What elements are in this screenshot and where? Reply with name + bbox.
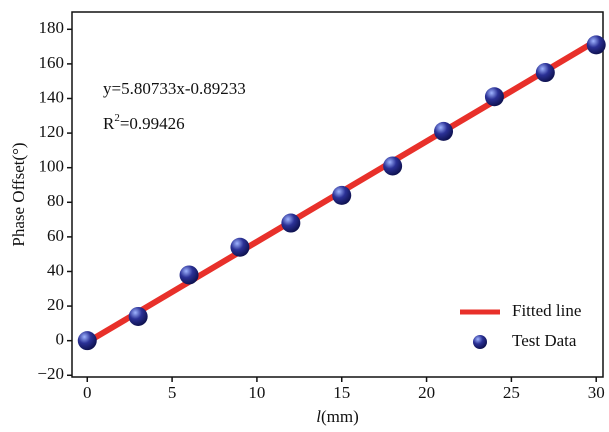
x-tick-label: 0 — [83, 383, 92, 402]
data-point — [484, 87, 504, 107]
y-tick-label: 60 — [47, 226, 64, 245]
x-label-part: (mm) — [321, 407, 359, 426]
x-tick-label: 5 — [168, 383, 177, 402]
y-axis-label: Phase Offset(°) — [9, 142, 28, 246]
plot-frame — [71, 11, 604, 378]
data-point — [332, 185, 352, 205]
legend-label: Test Data — [512, 331, 577, 350]
x-tick-label: 10 — [248, 383, 265, 402]
x-label-part: l — [316, 407, 321, 426]
r-squared: R2=0.99426 — [103, 112, 185, 133]
data-point — [586, 35, 606, 55]
y-tick-label: 40 — [47, 260, 64, 279]
data-point — [77, 331, 97, 351]
data-point — [230, 237, 250, 257]
y-tick-label: 80 — [47, 191, 64, 210]
r2-value: =0.99426 — [120, 114, 185, 133]
data-point — [281, 213, 301, 233]
data-point — [128, 306, 148, 326]
data-point — [179, 265, 199, 285]
data-point — [383, 156, 403, 176]
data-point — [434, 121, 454, 141]
y-tick-label: 160 — [39, 53, 65, 72]
x-axis-label: l(mm) — [316, 407, 359, 426]
equation: y=5.80733x-0.89233 — [103, 79, 246, 98]
r2-label: R — [103, 114, 115, 133]
legend-marker — [473, 335, 487, 349]
x-tick-label: 15 — [333, 383, 350, 402]
legend-label: Fitted line — [512, 301, 581, 320]
y-tick-label: 180 — [39, 18, 65, 37]
y-tick-label: 140 — [39, 87, 65, 106]
y-tick-label: −20 — [37, 364, 64, 383]
y-tick-label: 120 — [39, 122, 65, 141]
x-tick-label: 30 — [588, 383, 605, 402]
x-tick-label: 20 — [418, 383, 435, 402]
y-tick-label: 100 — [39, 157, 65, 176]
data-point — [535, 63, 555, 83]
x-tick-label: 25 — [503, 383, 520, 402]
r2-sup: 2 — [114, 112, 120, 124]
y-tick-label: 0 — [56, 330, 65, 349]
y-tick-label: 20 — [47, 295, 64, 314]
